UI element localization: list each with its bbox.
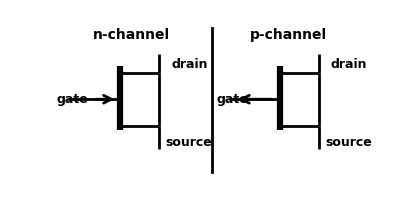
Text: source: source: [325, 136, 372, 149]
Text: p-channel: p-channel: [250, 28, 327, 42]
Text: source: source: [165, 136, 212, 149]
Text: gate: gate: [216, 93, 248, 107]
Text: n-channel: n-channel: [93, 28, 170, 42]
Text: gate: gate: [57, 93, 88, 107]
Text: drain: drain: [172, 58, 208, 71]
Text: drain: drain: [330, 58, 367, 71]
